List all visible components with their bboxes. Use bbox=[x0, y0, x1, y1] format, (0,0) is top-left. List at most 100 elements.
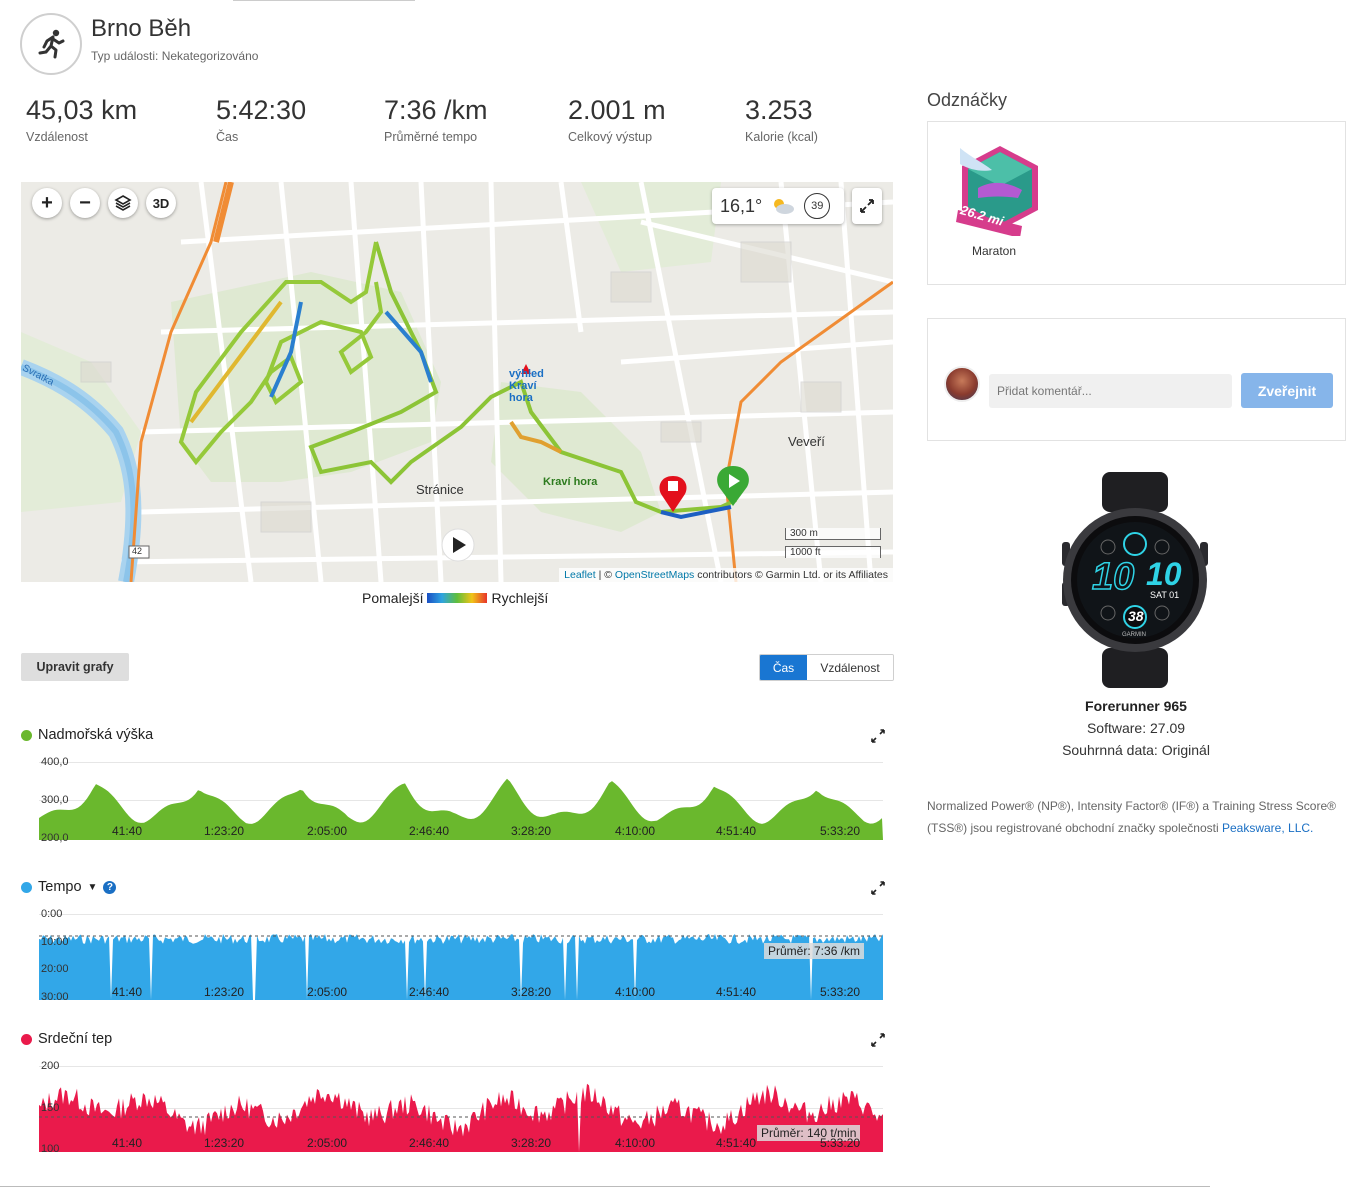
help-icon[interactable]: ? bbox=[103, 880, 117, 894]
start-marker-icon[interactable] bbox=[717, 466, 749, 506]
x-tick: 2:46:40 bbox=[409, 985, 450, 999]
scale-feet: 1000 ft bbox=[785, 546, 881, 558]
x-tick: 2:46:40 bbox=[409, 1136, 450, 1150]
y-tick: 400,0 bbox=[41, 756, 69, 768]
map-label-road: 42 bbox=[132, 546, 143, 556]
x-tick: 4:10:00 bbox=[615, 824, 656, 838]
x-tick: 2:05:00 bbox=[307, 1136, 348, 1150]
osm-link[interactable]: OpenStreetMaps bbox=[614, 569, 695, 581]
x-tick: 1:23:20 bbox=[204, 1136, 245, 1150]
y-tick: 150 bbox=[41, 1102, 60, 1114]
watch-center-value: 38 bbox=[1128, 608, 1144, 624]
map-attribution: Leaflet | © OpenStreetMaps contributors … bbox=[559, 568, 893, 582]
running-icon bbox=[38, 29, 65, 59]
watch-brand: GARMIN bbox=[1122, 632, 1146, 638]
play-icon[interactable] bbox=[441, 528, 475, 562]
x-tick: 3:28:20 bbox=[511, 985, 552, 999]
x-tick: 3:28:20 bbox=[511, 824, 552, 838]
x-tick: 4:10:00 bbox=[615, 1136, 656, 1150]
y-tick: 0:00 bbox=[41, 908, 63, 920]
x-tick: 1:23:20 bbox=[204, 985, 245, 999]
stat-value: 45,03 km bbox=[26, 95, 138, 125]
weather-widget: 16,1° 39 bbox=[712, 188, 844, 224]
peaksware-link[interactable]: Peaksware, LLC. bbox=[1221, 821, 1314, 835]
3d-button[interactable]: 3D bbox=[146, 188, 176, 218]
stat-distance: 45,03 km Vzdálenost bbox=[26, 94, 137, 144]
stat-label: Čas bbox=[216, 130, 239, 144]
expand-icon[interactable] bbox=[871, 729, 885, 743]
end-marker-icon[interactable] bbox=[659, 476, 687, 512]
y-tick: 30:00 bbox=[41, 991, 69, 1003]
marathon-badge[interactable]: 26.2 mi bbox=[952, 140, 1042, 241]
hr-dot bbox=[21, 1033, 32, 1045]
comment-input[interactable]: Přidat komentář... bbox=[989, 374, 1232, 408]
toggle-time[interactable]: Čas bbox=[760, 655, 807, 680]
device-software: Software: 27.09 bbox=[1086, 720, 1186, 736]
x-tick: 1:23:20 bbox=[204, 824, 245, 838]
watch-date: SAT 01 bbox=[1150, 590, 1180, 600]
elevation-area[interactable] bbox=[39, 762, 883, 840]
watch-icon bbox=[1062, 472, 1208, 688]
x-tick: 4:51:40 bbox=[716, 1136, 757, 1150]
hr-chart-title: Srdeční tep bbox=[21, 1031, 112, 1047]
device-name[interactable]: Forerunner 965 bbox=[1085, 698, 1187, 714]
map-label-stranice: Stránice bbox=[416, 482, 464, 497]
pace-dot bbox=[21, 881, 32, 893]
edit-charts-button[interactable]: Upravit grafy bbox=[21, 653, 129, 681]
hr-average-label: Průměr: 140 t/min bbox=[757, 1125, 861, 1141]
layers-button[interactable] bbox=[108, 188, 138, 218]
expand-icon[interactable] bbox=[871, 881, 885, 895]
gridline bbox=[39, 914, 883, 915]
stat-ascent: 2.001 m Celkový výstup bbox=[568, 94, 666, 144]
stat-label: Celkový výstup bbox=[568, 130, 653, 144]
y-tick: 200,0 bbox=[41, 832, 69, 844]
x-tick: 5:33:20 bbox=[820, 824, 861, 838]
stat-value: 2.001 m bbox=[568, 95, 666, 125]
stat-calories: 3.253 Kalorie (kcal) bbox=[745, 94, 818, 144]
gridline bbox=[39, 800, 883, 801]
page-title[interactable]: Brno Běh bbox=[91, 15, 192, 42]
toggle-distance[interactable]: Vzdálenost bbox=[807, 655, 893, 680]
y-tick: 100 bbox=[41, 1143, 60, 1155]
pace-average-label: Průměr: 7:36 /km bbox=[764, 943, 865, 959]
map-label-viewpoint: výhled Kraví hora bbox=[509, 368, 544, 404]
legend-faster: Rychlejší bbox=[491, 590, 549, 606]
gridline bbox=[39, 762, 883, 763]
speed-gradient bbox=[427, 593, 488, 603]
avatar[interactable] bbox=[944, 366, 980, 402]
zoom-out-button[interactable]: − bbox=[70, 188, 100, 218]
zoom-in-button[interactable]: + bbox=[32, 188, 62, 218]
speed-legend: Pomalejší Rychlejší bbox=[362, 590, 548, 606]
stat-label: Kalorie (kcal) bbox=[745, 130, 818, 144]
pace-area[interactable] bbox=[39, 914, 883, 1000]
chart-title-text[interactable]: Tempo bbox=[38, 879, 82, 895]
attribution-text: contributors © Garmin Ltd. or its Affili… bbox=[694, 569, 888, 581]
y-tick: 300,0 bbox=[41, 794, 69, 806]
badge-label: Maraton bbox=[972, 244, 1017, 258]
top-divider bbox=[233, 0, 415, 1]
x-tick: 3:28:20 bbox=[511, 1136, 552, 1150]
stat-value: 3.253 bbox=[745, 95, 813, 125]
badges-card: 26.2 mi Maraton bbox=[927, 121, 1346, 285]
layers-icon bbox=[114, 195, 132, 211]
stat-value: 7:36 /km bbox=[384, 95, 488, 125]
expand-icon bbox=[860, 199, 874, 213]
leaflet-link[interactable]: Leaflet bbox=[564, 569, 596, 581]
elevation-dot bbox=[21, 729, 32, 741]
trademark-text: Normalized Power® (NP®), Intensity Facto… bbox=[927, 799, 1336, 835]
pace-chart-title: Tempo ▼ ? bbox=[21, 879, 117, 895]
route-map[interactable]: Stránice Veveří Kraví hora výhled Kraví … bbox=[21, 182, 893, 582]
post-comment-button[interactable]: Zveřejnit bbox=[1241, 373, 1333, 408]
y-tick: 10:00 bbox=[41, 936, 69, 948]
map-canvas[interactable] bbox=[21, 182, 893, 582]
fullscreen-button[interactable] bbox=[852, 188, 882, 224]
expand-icon[interactable] bbox=[871, 1033, 885, 1047]
stat-value: 5:42:30 bbox=[216, 95, 307, 125]
elevation-chart-title: Nadmořská výška bbox=[21, 727, 153, 743]
x-tick: 5:33:20 bbox=[820, 985, 861, 999]
wind-indicator: 39 bbox=[804, 193, 831, 219]
hr-area[interactable] bbox=[39, 1066, 883, 1152]
dropdown-caret-icon[interactable]: ▼ bbox=[87, 881, 98, 893]
map-label-kravi-hora: Kraví hora bbox=[543, 476, 598, 488]
partly-cloudy-icon bbox=[774, 199, 795, 214]
